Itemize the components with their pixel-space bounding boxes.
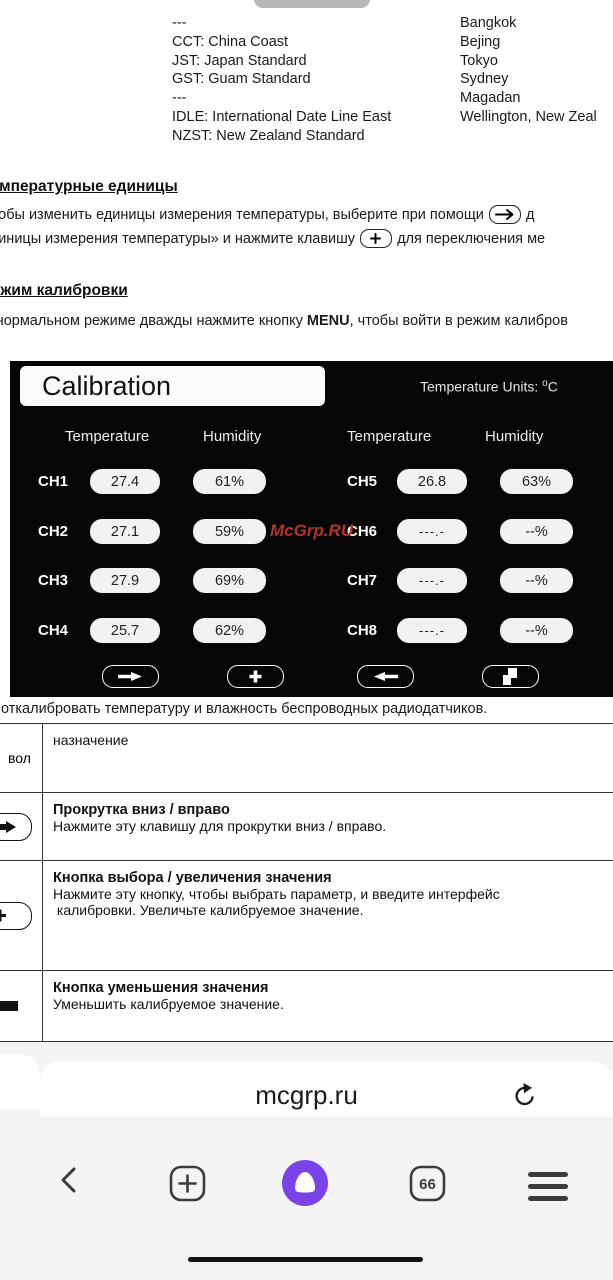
- svg-text:66: 66: [419, 1176, 436, 1193]
